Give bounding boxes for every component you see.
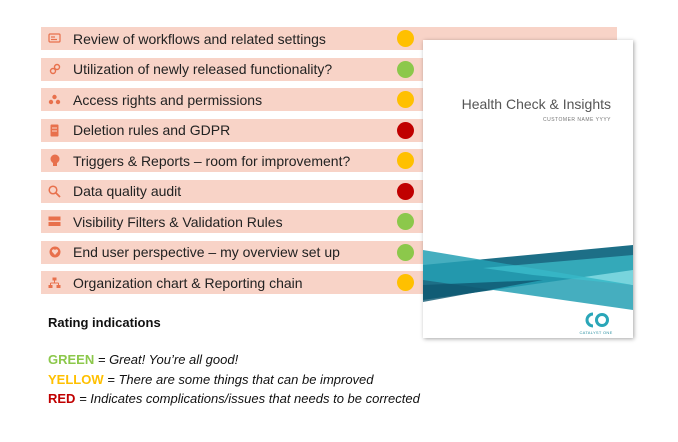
legend-text: = Indicates complications/issues that ne…	[79, 391, 420, 406]
report-subtitle: CUSTOMER NAME YYYY	[543, 117, 611, 123]
legend-text: = There are some things that can be impr…	[107, 372, 374, 387]
status-dot-green	[397, 213, 414, 230]
health-check-item-label: Utilization of newly released functional…	[73, 61, 333, 77]
legend-key: RED	[48, 391, 76, 406]
report-title: Health Check & Insights	[461, 96, 611, 112]
users-icon	[48, 93, 61, 106]
health-check-item-label: Review of workflows and related settings	[73, 30, 326, 47]
document-icon	[48, 124, 61, 137]
status-dot-green	[397, 243, 414, 261]
settings-icon	[48, 32, 61, 45]
org-chart-icon	[48, 276, 61, 289]
health-check-item-label: Data quality audit	[73, 183, 182, 199]
logo-wordmark: CATALYST ONE	[579, 330, 613, 335]
legend-title: Rating indications	[48, 315, 161, 330]
legend-line-red: RED = Indicates complications/issues tha…	[48, 391, 420, 406]
status-dot-yellow	[397, 91, 414, 108]
heart-icon	[48, 246, 61, 259]
legend-line-green: GREEN = Great! You’re all good!	[48, 352, 238, 367]
search-icon	[48, 184, 61, 198]
filter-icon	[48, 215, 61, 228]
health-check-item-label: Deletion rules and GDPR	[73, 122, 231, 138]
health-check-item-label: Access rights and permissions	[73, 91, 263, 108]
health-check-item-label: Organization chart & Reporting chain	[73, 274, 303, 291]
legend-line-yellow: YELLOW = There are some things that can …	[48, 372, 374, 387]
status-dot-red	[397, 182, 414, 200]
health-check-item-label: Triggers & Reports – room for improvemen…	[73, 152, 351, 169]
health-check-item-label: End user perspective – my overview set u…	[73, 244, 340, 260]
status-dot-green	[397, 60, 414, 78]
status-dot-red	[397, 121, 414, 139]
legend-key: GREEN	[48, 352, 95, 367]
status-dot-yellow	[397, 274, 414, 291]
catalystone-logo-icon	[585, 312, 609, 328]
link-icon	[48, 63, 61, 76]
report-cover: Health Check & Insights CUSTOMER NAME YY…	[423, 40, 633, 338]
status-dot-yellow	[397, 152, 414, 169]
health-check-item-label: Visibility Filters & Validation Rules	[73, 213, 283, 230]
legend-key: YELLOW	[48, 372, 104, 387]
status-dot-yellow	[397, 30, 414, 47]
report-wave-graphic	[423, 245, 633, 310]
lightbulb-icon	[48, 154, 61, 167]
legend-text: = Great! You’re all good!	[97, 352, 239, 367]
